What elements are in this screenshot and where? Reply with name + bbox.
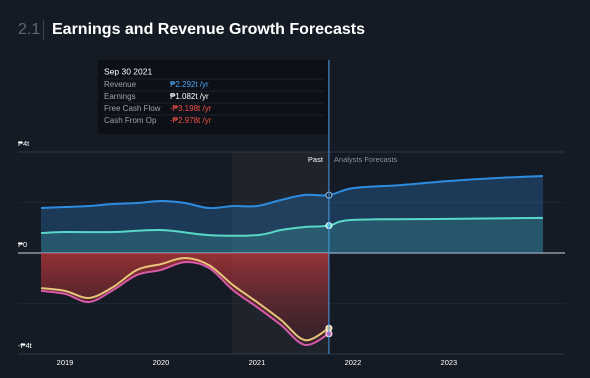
y-tick-label: ₱0 [18, 240, 27, 249]
chart-title: Earnings and Revenue Growth Forecasts [52, 21, 365, 38]
tooltip-label: Revenue [104, 80, 137, 89]
y-tick-label: ₱4t [18, 139, 30, 148]
series-line [40, 174, 543, 210]
series-area [41, 175, 543, 253]
series-area [41, 253, 329, 346]
tooltip: Sep 30 2021 Revenue ₱2.292t /yr Earnings ₱1… [98, 60, 328, 134]
tooltip-date: Sep 30 2021 [104, 66, 152, 76]
separator [43, 20, 44, 40]
series-area [41, 217, 543, 253]
series-line [40, 257, 330, 342]
x-tick-label: 2023 [441, 358, 458, 367]
x-tick-label: 2019 [57, 358, 74, 367]
y-tick-label: -₱4t [18, 341, 33, 350]
tooltip-value: -₱3.198t /yr [170, 104, 212, 113]
section-number: 2.1 [18, 21, 40, 38]
tooltip-label: Cash From Op [104, 116, 157, 125]
x-tick-label: 2020 [153, 358, 170, 367]
forecast-label: Analysts Forecasts [334, 155, 398, 164]
series-line [40, 216, 543, 237]
past-label: Past [308, 155, 324, 164]
x-tick-label: 2021 [249, 358, 266, 367]
tooltip-value: ₱1.082t /yr [170, 92, 209, 101]
series-line [40, 261, 330, 346]
tooltip-label: Free Cash Flow [104, 104, 161, 113]
tooltip-value: ₱2.292t /yr [170, 80, 209, 89]
tooltip-label: Earnings [104, 92, 136, 101]
x-tick-label: 2022 [345, 358, 362, 367]
tooltip-value: -₱2.978t /yr [170, 116, 212, 125]
tooltip-box [98, 60, 328, 134]
